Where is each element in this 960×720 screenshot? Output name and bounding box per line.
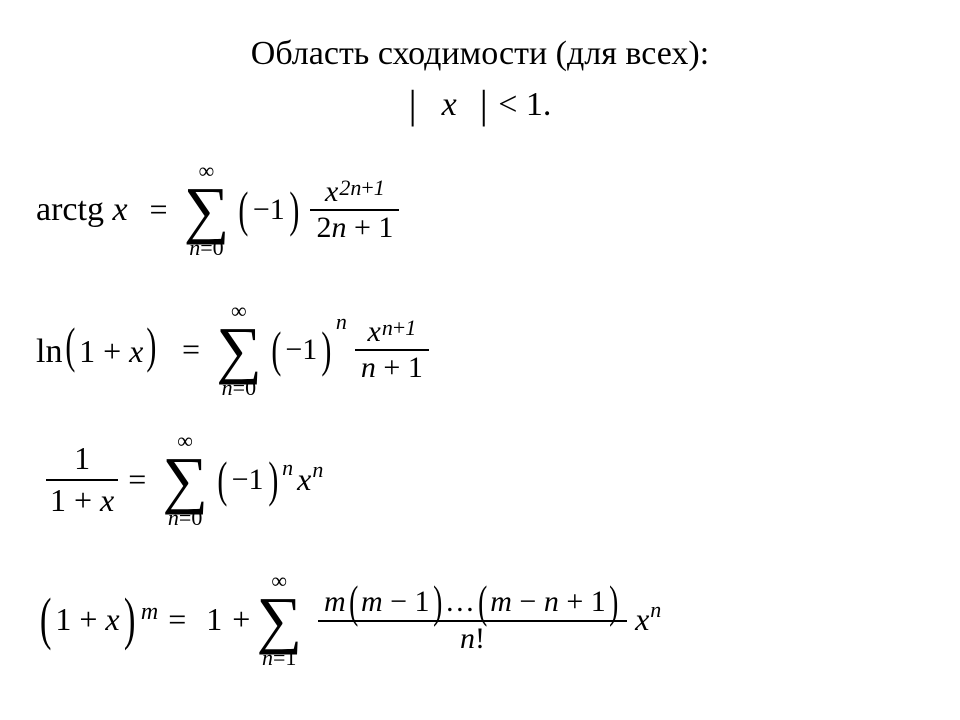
lparen-icon: (: [217, 462, 227, 497]
equation-ln: ln(1 + x) = ∞ ∑ n=0 ( −1 ) n xn+1 n: [36, 300, 429, 399]
factorial-icon: !: [475, 622, 485, 655]
neg-one-factor: ( −1 ): [268, 332, 335, 367]
equation-geometric: 1 1 + x = ∞ ∑ n=0 ( −1 ) n x n: [36, 430, 323, 529]
sigma-lower: n=0: [189, 237, 223, 259]
sigma-ln: ∞ ∑ n=0: [210, 300, 268, 399]
sigma-lower-val: 0: [213, 235, 224, 260]
sigma-lower: n=1: [262, 647, 296, 669]
equation-arctg: arctg x = ∞ ∑ n=0 ( −1 ) x2n+1 2n +: [36, 160, 399, 259]
sigma-lower-idx: n: [262, 645, 273, 670]
equals-sign: =: [140, 191, 178, 228]
sigma-lower-idx: n: [222, 375, 233, 400]
equals-sign: =: [158, 601, 196, 638]
neg-one-factor: ( −1 ): [235, 192, 302, 227]
arctg-func: arctg: [36, 191, 104, 228]
neg-one: −1: [231, 463, 265, 497]
ln-frac-num: xn+1: [362, 315, 423, 349]
lparen-icon: (: [478, 586, 487, 618]
sigma-lower-val: 0: [245, 375, 256, 400]
lparen-icon: (: [271, 332, 281, 367]
neg-one: −1: [284, 333, 318, 367]
sigma-arctg: ∞ ∑ n=0: [178, 160, 236, 259]
binom-fraction: m ( m − 1 ) … ( m − n + 1 ) n!: [308, 584, 627, 656]
lparen-icon: (: [66, 328, 76, 363]
geo-x-term: x n: [293, 461, 323, 498]
sigma-binom: ∞ ∑ n=1: [250, 570, 308, 669]
sigma-symbol-icon: ∑: [162, 454, 208, 505]
binom-x-term: x n: [627, 601, 661, 638]
geo-lhs-den: 1 + x: [46, 481, 118, 518]
binom-frac-num: m ( m − 1 ) … ( m − n + 1 ): [318, 584, 627, 620]
x-exp: n: [311, 457, 323, 483]
geo-lhs-num: 1: [70, 442, 94, 479]
sigma-symbol-icon: ∑: [216, 324, 262, 375]
arctg-arg: x: [112, 191, 127, 228]
sigma-lower-eq: =: [179, 505, 191, 530]
sigma-symbol-icon: ∑: [184, 184, 230, 235]
rparen-icon: ): [147, 328, 157, 363]
arctg-lhs: arctg x: [36, 191, 140, 229]
x-base: x: [297, 461, 311, 498]
lparen-icon: (: [40, 599, 52, 640]
sigma-lower-eq: =: [273, 645, 285, 670]
sigma-lower-idx: n: [168, 505, 179, 530]
rparen-icon: ): [268, 462, 278, 497]
condition-variable: x: [442, 86, 457, 123]
rparen-icon: ): [289, 192, 299, 227]
arctg-x-base: x: [325, 175, 338, 208]
ln-term: ( −1 ) n xn+1 n + 1: [268, 315, 429, 385]
binom-one: 1: [196, 601, 232, 638]
ln-func: ln: [36, 333, 62, 370]
binom-plus: +: [232, 601, 250, 638]
rparen-icon: ): [609, 586, 618, 618]
sigma-lower-eq: =: [200, 235, 212, 260]
sigma-lower-val: 0: [191, 505, 202, 530]
binom-m: m: [324, 587, 346, 617]
equation-binomial: ( 1 + x ) m = 1 + ∞ ∑ n=1 m ( m − 1 ) … …: [36, 570, 661, 669]
lparen-icon: (: [239, 192, 249, 227]
arctg-x-exp: 2n+1: [338, 175, 384, 200]
sigma-lower-eq: =: [233, 375, 245, 400]
sigma-symbol-icon: ∑: [256, 594, 302, 645]
ln-x-base: x: [368, 315, 381, 348]
arctg-frac-num: x2n+1: [319, 175, 391, 209]
neg-one-factor: ( −1 ): [214, 462, 281, 497]
arctg-frac-den: 2n + 1: [310, 211, 399, 245]
neg-one-exp: n: [281, 455, 293, 481]
arctg-fraction: x2n+1 2n + 1: [302, 175, 399, 245]
arctg-term: ( −1 ) x2n+1 2n + 1: [235, 175, 399, 245]
equals-sign: =: [172, 331, 210, 368]
abs-bar-right: |: [480, 81, 490, 128]
dots: …: [445, 587, 475, 617]
binom-lhs: ( 1 + x ) m: [36, 599, 158, 640]
binom-den-n: n: [460, 622, 475, 655]
ln-lhs: ln(1 + x): [36, 328, 172, 371]
sigma-lower: n=0: [168, 507, 202, 529]
sigma-geo: ∞ ∑ n=0: [156, 430, 214, 529]
binom-lhs-exp: m: [139, 599, 158, 626]
binom-frac-den: n!: [454, 622, 491, 656]
rparen-icon: ): [123, 599, 135, 640]
ln-x-exp: n+1: [381, 315, 416, 340]
ln-fraction: xn+1 n + 1: [347, 315, 429, 385]
convergence-condition: | x | < 1.: [0, 78, 960, 125]
equals-sign: =: [118, 461, 156, 498]
ln-frac-den: n + 1: [355, 351, 429, 385]
rparen-icon: ): [322, 332, 332, 367]
title-text: Область сходимости (для всех):: [0, 34, 960, 75]
sigma-lower: n=0: [222, 377, 256, 399]
x-exp: n: [649, 597, 661, 623]
neg-one-exp: n: [335, 309, 347, 335]
sigma-lower-idx: n: [189, 235, 200, 260]
sigma-lower-val: 1: [285, 645, 296, 670]
geo-term: ( −1 ) n x n: [214, 461, 323, 498]
abs-bar-left: |: [409, 81, 419, 128]
x-base: x: [635, 601, 649, 638]
rparen-icon: ): [433, 586, 442, 618]
page-root: Область сходимости (для всех): | x | < 1…: [0, 0, 960, 720]
neg-one: −1: [252, 193, 286, 227]
lparen-icon: (: [349, 586, 358, 618]
condition-suffix: < 1.: [498, 86, 551, 123]
geo-lhs-fraction: 1 1 + x: [46, 442, 118, 517]
